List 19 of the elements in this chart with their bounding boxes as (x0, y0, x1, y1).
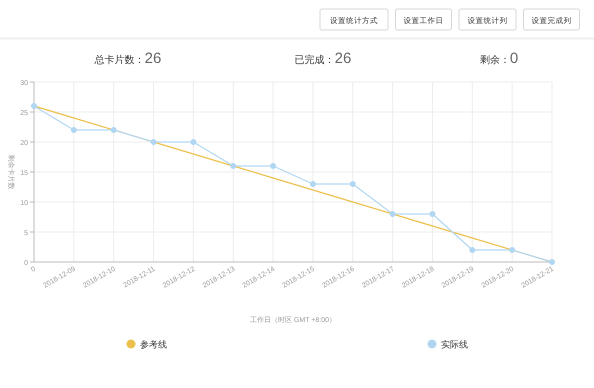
legend-label: 参考线 (140, 340, 167, 350)
point (429, 211, 436, 217)
text: 剩余：0 (480, 50, 518, 67)
legend-label: 实际线 (441, 340, 468, 350)
point (509, 247, 516, 253)
point (70, 127, 77, 133)
point (230, 163, 236, 169)
point (469, 247, 476, 253)
point (110, 127, 117, 133)
point (310, 181, 316, 187)
point (549, 259, 555, 265)
point (270, 163, 276, 169)
text: 已完成：26 (294, 50, 352, 67)
point (390, 211, 396, 217)
point (190, 139, 196, 145)
point (150, 139, 157, 145)
text: 总卡片数：26 (94, 50, 162, 67)
point (31, 103, 37, 109)
point (350, 181, 356, 187)
